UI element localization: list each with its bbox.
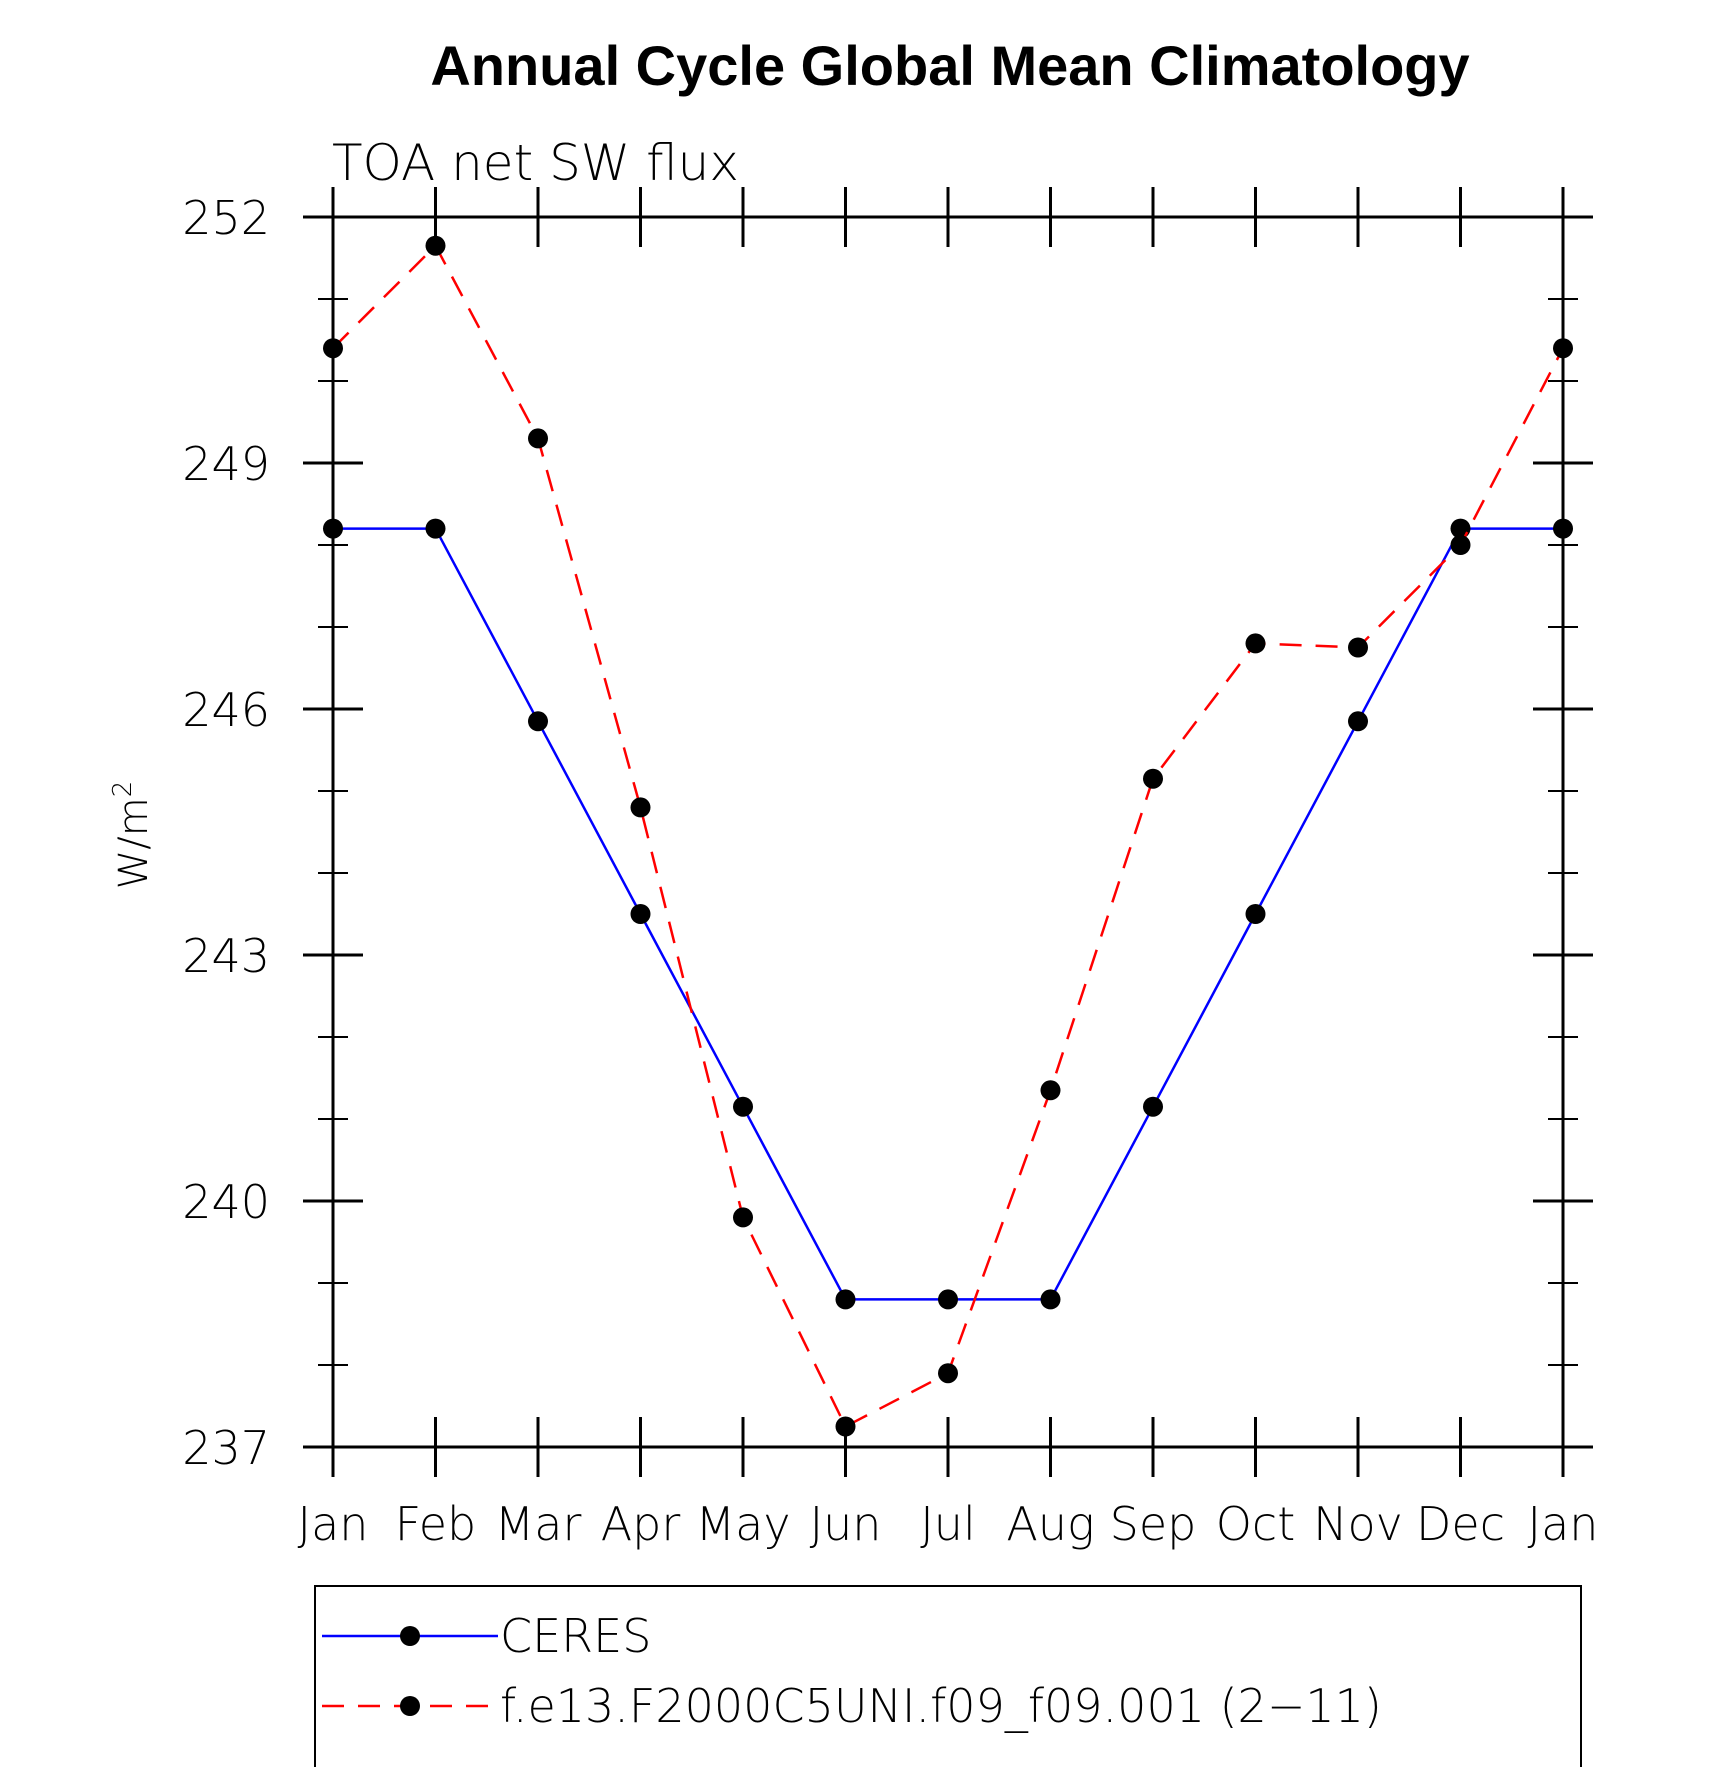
chart-title: Annual Cycle Global Mean Climatology bbox=[430, 34, 1469, 97]
legend-label-ceres: CERES bbox=[500, 1609, 651, 1663]
series-1-point bbox=[1040, 1080, 1061, 1101]
x-tick-label: Nov bbox=[1313, 1497, 1403, 1551]
y-tick-label: 240 bbox=[182, 1175, 270, 1229]
series-0-point bbox=[630, 904, 651, 924]
series-1-point bbox=[1143, 768, 1163, 789]
series-1-point bbox=[1348, 637, 1368, 658]
x-tick-label: Jan bbox=[298, 1497, 369, 1551]
series-0-point bbox=[528, 711, 548, 732]
y-tick-label: 237 bbox=[182, 1421, 270, 1475]
y-axis-label: W/m2 bbox=[108, 781, 157, 890]
series-1-point bbox=[733, 1207, 753, 1228]
series-1-point bbox=[1553, 338, 1573, 359]
x-tick-label: Jun bbox=[810, 1497, 882, 1551]
series-0-point bbox=[323, 518, 343, 539]
series-line-0 bbox=[333, 527, 1563, 1301]
svg-text:W/m2: W/m2 bbox=[108, 781, 157, 890]
x-tick-label: Dec bbox=[1416, 1497, 1505, 1551]
series-1-point bbox=[323, 338, 343, 359]
y-tick-label: 243 bbox=[182, 929, 270, 983]
series-line-1 bbox=[332, 243, 1565, 1429]
x-tick-label: Jan bbox=[1528, 1497, 1599, 1551]
series-0-point bbox=[835, 1289, 856, 1310]
legend-marker-ceres bbox=[400, 1626, 420, 1646]
series-1-point bbox=[1450, 535, 1471, 555]
chart-subtitle: TOA net SW flux bbox=[332, 134, 739, 192]
plot-frame bbox=[331, 215, 1565, 1449]
series-1-point bbox=[938, 1363, 958, 1384]
series-1-point bbox=[528, 428, 548, 449]
series-0-point bbox=[938, 1289, 958, 1310]
x-tick-label: Aug bbox=[1006, 1497, 1094, 1551]
series-1-point bbox=[835, 1416, 856, 1437]
series-1-point bbox=[630, 797, 651, 818]
y-tick-label: 249 bbox=[182, 437, 270, 491]
x-tick-label: May bbox=[695, 1497, 790, 1551]
series-0-point bbox=[733, 1096, 753, 1117]
series-0-point bbox=[1245, 904, 1266, 924]
x-tick-label: Jul bbox=[920, 1497, 976, 1551]
legend-box bbox=[314, 1585, 1582, 1767]
legend: CERES f.e13.F2000C5UNI.f09_f09.001 (2−11… bbox=[314, 1585, 1582, 1767]
series-0-point bbox=[425, 518, 446, 539]
y-axis-label-exponent: 2 bbox=[108, 781, 138, 798]
y-tick-label: 252 bbox=[182, 191, 270, 245]
x-tick-label: Oct bbox=[1216, 1497, 1296, 1551]
series-1-point bbox=[1245, 633, 1266, 654]
y-tick-label: 246 bbox=[182, 683, 270, 737]
y-axis-label-text: W/m bbox=[111, 797, 157, 889]
legend-label-model: f.e13.F2000C5UNI.f09_f09.001 (2−11) bbox=[500, 1679, 1382, 1733]
x-tick-label: Apr bbox=[601, 1497, 681, 1551]
series-1-point bbox=[425, 235, 446, 256]
x-tick-labels: Jan Feb Mar Apr May Jun Jul Aug Sep Oct Nov Dec Jan bbox=[298, 1497, 1599, 1551]
series-0-point bbox=[1553, 518, 1573, 539]
x-tick-label: Feb bbox=[395, 1497, 476, 1551]
x-tick-label: Mar bbox=[495, 1497, 582, 1551]
series-0-point bbox=[1348, 711, 1368, 732]
legend-marker-model bbox=[400, 1696, 420, 1716]
axis-ticks bbox=[303, 187, 1593, 1477]
series-layer bbox=[323, 235, 1573, 1437]
series-0-point bbox=[1040, 1289, 1061, 1310]
series-0-point bbox=[1143, 1096, 1163, 1117]
x-tick-label: Sep bbox=[1110, 1497, 1197, 1551]
y-tick-labels: 252 249 246 243 240 237 bbox=[182, 191, 270, 1475]
